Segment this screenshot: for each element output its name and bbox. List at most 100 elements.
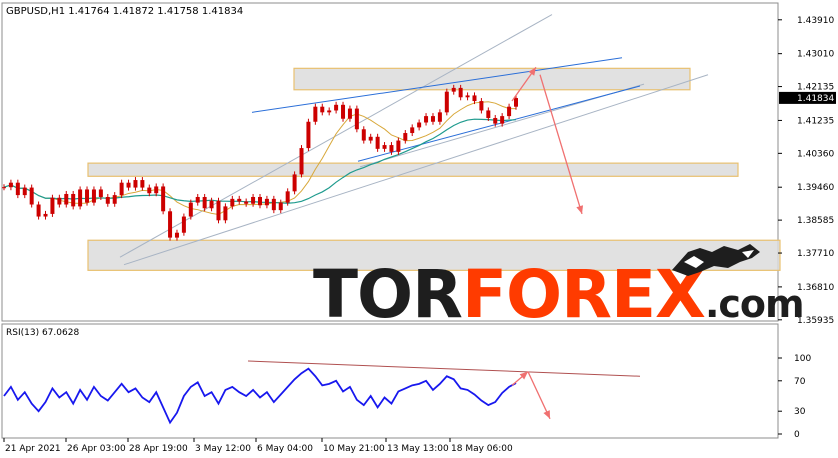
candle-body [354,108,359,130]
forecast-arrow-down-shaft [539,74,583,215]
candle-body [299,148,304,175]
price-tick-label: 1.40360 [797,149,834,159]
forecast-arrow-up-head [528,67,536,76]
candle-body [174,232,179,238]
candle-body [91,189,96,203]
candle-body [500,116,505,124]
axes: 1.43910 1.43010 1.42135 1.41235 1.40360 1.394… [3,16,836,454]
rsi-tick-label: 70 [794,377,806,387]
candle-body [341,104,346,119]
candle-body [22,187,27,196]
candle-body [493,117,498,124]
candle-body [410,127,415,134]
price-tick-label: 1.42135 [797,83,834,93]
candle-body [306,121,311,149]
price-tick-label: 1.43010 [797,50,834,60]
candle-body [368,136,373,141]
sr-zone-3 [87,239,781,271]
rsi-line [3,367,517,425]
time-tick-label: 26 Apr 03:00 [67,444,126,454]
price-tick-label: 1.41235 [797,116,834,126]
candle-body [396,140,401,152]
channel-line-1 [119,14,553,258]
candle-body [403,133,408,141]
candle-body [347,108,352,119]
candle-body [50,197,55,214]
watermark-forex: FOREX [462,256,705,333]
candle-body [2,187,6,189]
candle-body [133,180,138,188]
candle-body [244,201,249,204]
candle-body [57,197,62,205]
candle-body [375,136,380,149]
candle-body [36,204,41,217]
time-tick-label: 21 Apr 2021 [5,444,61,454]
candle-body [472,95,477,102]
candle-body [258,196,262,206]
time-tick-label: 10 May 21:00 [323,444,385,454]
svg-text:TORFOREX.com: TORFOREX.com [313,256,804,333]
price-panel-frame [1,2,779,322]
candle-body [161,186,166,212]
candle-body [382,145,387,149]
rsi-arrow-up [511,371,529,386]
price-tick-label: 1.36810 [797,283,834,293]
trendline-1 [251,57,623,113]
candle-body [237,198,242,202]
rsi-tick-label: 0 [794,430,800,440]
candle-body [507,106,512,117]
candle-body [29,187,34,205]
candle-body [71,193,76,207]
candle-body [437,112,442,122]
candle-body [313,106,318,122]
candle-body [216,200,221,221]
candle-body [417,122,422,128]
candle-body [430,116,435,122]
candle-body [285,191,290,203]
price-tick-label: 1.39460 [797,183,834,193]
time-tick-label: 6 May 04:00 [257,444,313,454]
candle-body [389,145,394,152]
rsi-panel-frame [1,323,779,439]
candle-body [105,196,110,204]
sr-zone-2 [87,162,739,177]
price-tick-label: 1.38585 [797,216,834,226]
current-price-label: 1.41834 [797,94,834,104]
candle-body [209,200,214,209]
candle-body [271,198,276,211]
sr-zone-1 [293,67,691,91]
candle-body [251,196,256,204]
candle-body [85,189,90,203]
candle-body [444,91,449,113]
bull-bear-logo-icon [672,244,760,276]
rsi-trendline [247,360,641,377]
current-price-badge [779,91,836,104]
forecast-arrow-down-head [576,205,584,214]
price-tick-label: 1.35935 [797,316,834,326]
candle-body [98,189,103,197]
candle-body [119,182,124,196]
candle-body [15,182,20,196]
candle-body [479,101,484,111]
candle-body [147,187,152,194]
rsi-tick-label: 100 [794,354,811,364]
price-tick-label: 1.37710 [797,249,834,259]
price-tick-label: 1.43910 [797,16,834,26]
candle-body [361,129,366,141]
time-tick-label: 13 May 13:00 [387,444,449,454]
rsi-arrow-down-head [543,410,550,419]
candle-body [64,193,69,205]
candle-body [327,110,332,113]
candle-body [140,180,145,188]
candle-body [78,189,83,207]
candle-body [264,198,269,206]
channel-line-2 [123,74,709,266]
watermark-tor: TOR [313,256,462,333]
candle-body [278,202,283,211]
candle-body [112,195,117,204]
candle-body [188,202,193,217]
rsi-arrow-down [527,371,551,420]
candle-body [424,116,429,123]
